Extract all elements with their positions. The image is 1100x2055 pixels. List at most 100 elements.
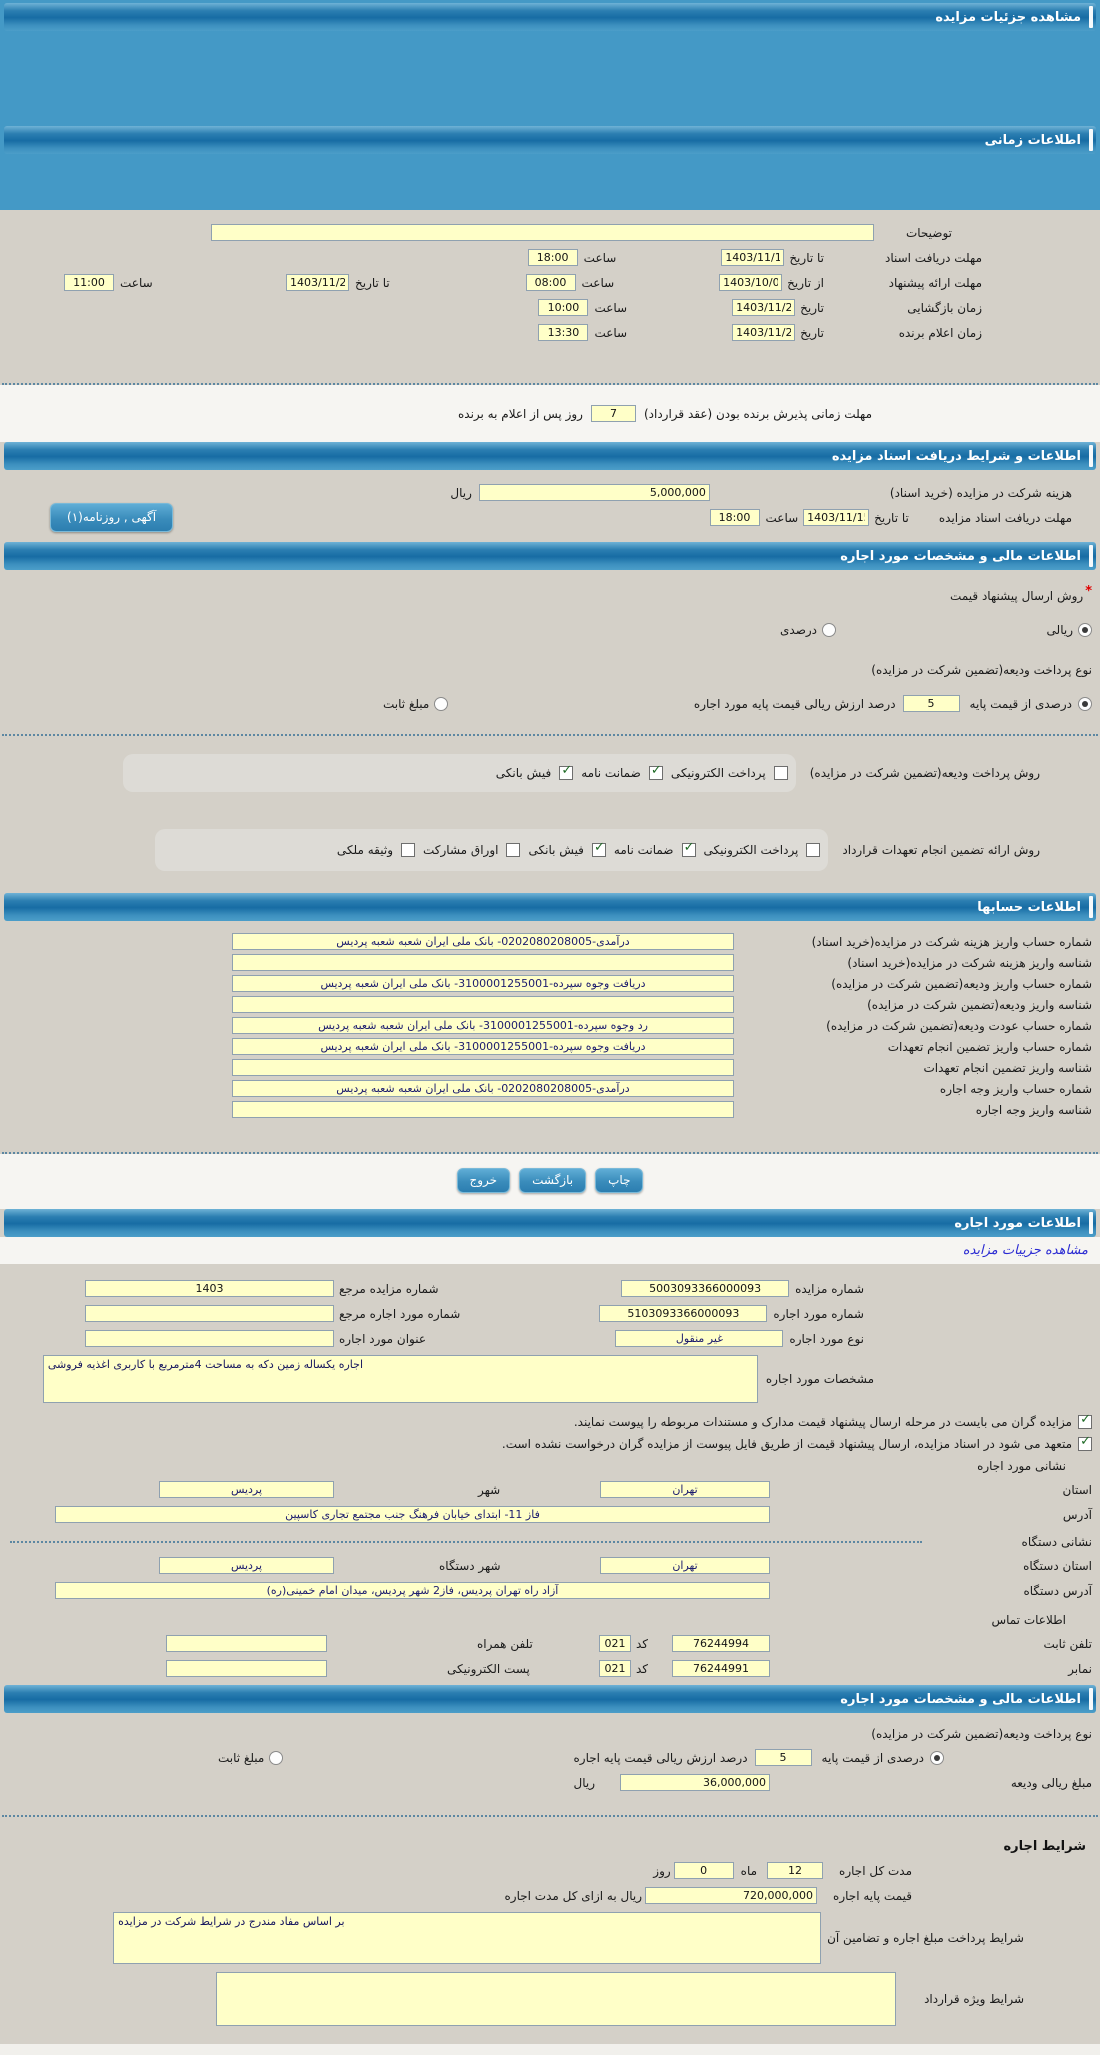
city-input[interactable] [159, 1481, 334, 1498]
guarantee-method-label: روش ارائه تضمین انجام تعهدات قرارداد [842, 843, 1040, 857]
date-label: تاریخ [800, 300, 824, 315]
mobile-input[interactable] [166, 1635, 327, 1652]
account-input[interactable] [232, 996, 734, 1013]
org-city-label: شهر دستگاه [439, 1558, 501, 1573]
item-no-input[interactable] [599, 1305, 768, 1322]
org-city-input[interactable] [159, 1557, 334, 1574]
deposit-bank-slip-checkbox[interactable] [559, 763, 574, 780]
accounts-section: شماره حساب واریز هزینه شرکت در مزایده(خر… [0, 921, 1100, 1154]
account-row: شماره حساب واریز هزینه شرکت در مزایده(خر… [8, 933, 1092, 950]
header-block: مشاهده جزئیات مزایده اطلاعات زمانی [0, 0, 1100, 210]
offer-to-date-input[interactable] [286, 274, 349, 291]
guarantee-bonds-checkbox[interactable] [506, 843, 521, 857]
percent-of-base-radio2[interactable] [930, 1750, 944, 1765]
auction-ref-input[interactable] [85, 1280, 334, 1297]
financial-section-bar: اطلاعات مالی و مشخصات مورد اجاره [4, 542, 1096, 570]
page-title-bar: مشاهده جزئیات مزایده [4, 3, 1096, 31]
newspaper-ad-button[interactable]: آگهی , روزنامه(۱) [50, 503, 174, 532]
account-input[interactable] [232, 975, 734, 992]
fax-code-input[interactable] [598, 1660, 631, 1677]
item-ref-input[interactable] [85, 1305, 334, 1322]
fixed-amount-radio2[interactable] [269, 1750, 284, 1765]
rial-radio[interactable] [1078, 623, 1092, 637]
account-input[interactable] [232, 933, 734, 950]
offer-to-time-input[interactable] [64, 274, 114, 291]
percent-suffix2: درصد ارزش ریالی قیمت پایه اجاره [573, 1750, 748, 1765]
account-input[interactable] [232, 1101, 734, 1118]
base-price-input[interactable] [645, 1887, 818, 1904]
org-province-input[interactable] [600, 1557, 770, 1574]
comments-input[interactable] [210, 224, 874, 241]
account-input[interactable] [232, 1059, 734, 1076]
province-input[interactable] [600, 1481, 770, 1498]
city-group: شهر [159, 1481, 500, 1498]
item-type-input[interactable] [615, 1330, 784, 1347]
phone-input[interactable] [672, 1635, 770, 1652]
phone-label: تلفن ثابت [1043, 1636, 1092, 1651]
percent-radio-label: درصدی [780, 623, 818, 637]
doc-receive-date-input[interactable] [721, 249, 785, 266]
exit-button[interactable]: خروج [456, 1168, 511, 1193]
item-title-group: عنوان مورد اجاره [85, 1330, 426, 1347]
auction-no-input[interactable] [621, 1280, 790, 1297]
no-file-note-checkbox[interactable] [1078, 1434, 1092, 1451]
percent-value-input2[interactable] [754, 1749, 812, 1766]
payment-terms-label: شرایط پرداخت مبلغ اجاره و تضامین آن [827, 1931, 1024, 1945]
percent-of-base-label: درصدی از قیمت پایه [969, 696, 1072, 711]
phone-code-label: کد [635, 1636, 648, 1651]
city-label: شهر [478, 1482, 501, 1497]
duration-months-input[interactable] [767, 1862, 824, 1879]
opening-time-input[interactable] [538, 299, 589, 316]
acceptance-suffix: روز پس از اعلام به برنده [457, 406, 583, 421]
phone-code-input[interactable] [598, 1635, 631, 1652]
fixed-amount-label2: مبلغ ثابت [218, 1750, 265, 1765]
docs-deadline-date-input[interactable] [803, 509, 870, 526]
fixed-amount-label: مبلغ ثابت [383, 696, 430, 711]
percent-radio[interactable] [822, 623, 837, 637]
attach-docs-note-checkbox[interactable] [1078, 1412, 1092, 1429]
percent-value-input[interactable] [902, 695, 960, 712]
winner-time-input[interactable] [538, 324, 589, 341]
account-row: شماره حساب عودت ودیعه(تضمین شرکت در مزای… [8, 1017, 1092, 1034]
deposit-amount-input[interactable] [620, 1774, 770, 1791]
account-input[interactable] [232, 1080, 734, 1097]
deposit-guarantee-letter-checkbox[interactable] [648, 763, 663, 780]
acceptance-days-input[interactable] [590, 405, 636, 422]
org-address-input[interactable] [55, 1582, 770, 1599]
guarantee-property-checkbox[interactable] [401, 843, 416, 857]
fixed-amount-radio[interactable] [434, 696, 449, 711]
doc-receive-time-input[interactable] [527, 249, 578, 266]
account-input[interactable] [232, 954, 734, 971]
percent-of-base-label2: درصدی از قیمت پایه [821, 1750, 924, 1765]
fee-input[interactable] [478, 484, 710, 501]
guarantee-bank-slip-checkbox[interactable] [591, 840, 606, 857]
hour-label: ساعت [765, 510, 799, 525]
payment-terms-textarea[interactable]: بر اساس مفاد مندرج در شرایط شرکت در مزای… [113, 1912, 822, 1964]
address-input[interactable] [55, 1506, 770, 1523]
percent-of-base-radio[interactable] [1078, 696, 1092, 711]
docs-deadline-time-input[interactable] [709, 509, 760, 526]
deposit-method-strip: پرداخت الکترونیکی ضمانت نامه فیش بانکی [122, 754, 796, 792]
account-input[interactable] [232, 1017, 734, 1034]
view-auction-details-link[interactable]: مشاهده جزییات مزایده [962, 1243, 1088, 1258]
duration-days-input[interactable] [673, 1862, 734, 1879]
specs-textarea[interactable]: اجاره یکساله زمین دکه به مساحت 4مترمربع … [42, 1355, 758, 1403]
item-title-input[interactable] [85, 1330, 334, 1347]
guarantee-electronic-checkbox[interactable] [806, 843, 821, 857]
account-label: شماره حساب واریز تضمین انجام تعهدات [887, 1039, 1092, 1054]
fixed-amount-group: مبلغ ثابت [383, 696, 449, 711]
no-file-note: متعهد می شود در اسناد مزایده، ارسال پیشن… [501, 1437, 1072, 1451]
winner-date-input[interactable] [732, 324, 796, 341]
fax-input[interactable] [672, 1660, 770, 1677]
email-input[interactable] [166, 1660, 327, 1677]
guarantee-letter-checkbox[interactable] [681, 840, 696, 857]
print-button[interactable]: چاپ [595, 1168, 644, 1193]
opening-date-input[interactable] [732, 299, 796, 316]
deposit-electronic-checkbox[interactable] [773, 766, 788, 780]
offer-from-time-input[interactable] [525, 274, 576, 291]
back-button[interactable]: بازگشت [519, 1168, 587, 1193]
offer-from-date-input[interactable] [719, 274, 783, 291]
account-input[interactable] [232, 1038, 734, 1055]
to-date-label: تا تاریخ [789, 250, 824, 265]
special-terms-textarea[interactable] [216, 1972, 897, 2026]
